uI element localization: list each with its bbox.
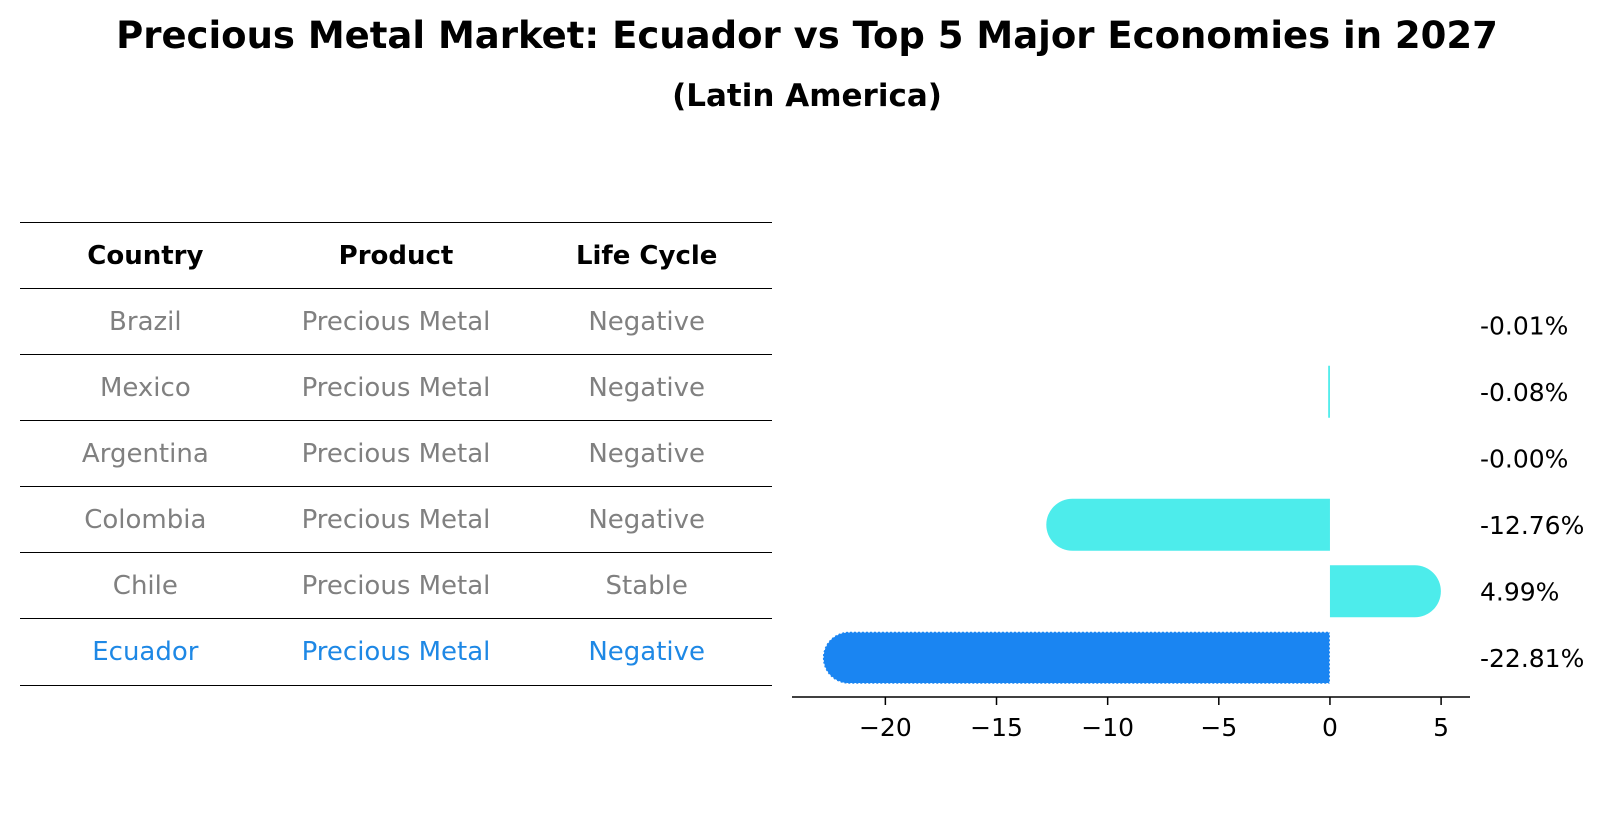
bar-mexico <box>1328 365 1330 418</box>
cell-product: Precious Metal <box>301 372 491 403</box>
header-country: Country <box>87 240 204 271</box>
table-row: Brazil Precious Metal Negative <box>20 288 772 354</box>
value-label: -0.08% <box>1480 378 1568 407</box>
bar-ecuador <box>822 631 1331 685</box>
cell-life-cycle: Negative <box>588 504 706 535</box>
chart-subtitle: (Latin America) <box>672 78 942 114</box>
cell-life-cycle: Negative <box>588 438 706 469</box>
cell-country: Mexico <box>99 372 191 403</box>
x-tick-label: −10 <box>1081 713 1134 742</box>
cell-country: Ecuador <box>92 636 199 667</box>
header-life-cycle: Life Cycle <box>575 240 718 271</box>
header-product: Product <box>338 240 454 271</box>
cell-country: Colombia <box>84 504 207 535</box>
value-label: -22.81% <box>1480 644 1584 673</box>
comparison-table: Country Product Life Cycle Brazil Precio… <box>20 222 772 686</box>
cell-product: Precious Metal <box>301 504 491 535</box>
cell-life-cycle: Stable <box>605 570 688 601</box>
cell-product: Precious Metal <box>301 306 491 337</box>
cell-product: Precious Metal <box>301 570 491 601</box>
table-row: Chile Precious Metal Stable <box>20 552 772 618</box>
bar-chile <box>1329 565 1441 618</box>
table-row: Colombia Precious Metal Negative <box>20 486 772 552</box>
x-tick-label: −15 <box>970 713 1023 742</box>
cell-country: Brazil <box>109 306 182 337</box>
cell-country: Chile <box>112 570 178 601</box>
cell-life-cycle: Negative <box>588 306 706 337</box>
cell-life-cycle: Negative <box>588 372 706 403</box>
chart-title: Precious Metal Market: Ecuador vs Top 5 … <box>116 14 1498 57</box>
x-tick-label: −5 <box>1200 713 1237 742</box>
value-label: -0.00% <box>1480 444 1568 473</box>
table-row: Mexico Precious Metal Negative <box>20 354 772 420</box>
cell-life-cycle: Negative <box>588 636 706 667</box>
cell-country: Argentina <box>81 438 209 469</box>
bar-colombia <box>1046 498 1330 551</box>
value-label: -12.76% <box>1480 511 1584 540</box>
table-row-highlighted: Ecuador Precious Metal Negative <box>20 618 772 686</box>
table-header-row: Country Product Life Cycle <box>20 222 772 288</box>
x-tick-label: 0 <box>1322 713 1338 742</box>
value-label: -0.01% <box>1480 311 1568 340</box>
table-row: Argentina Precious Metal Negative <box>20 420 772 486</box>
cell-product: Precious Metal <box>301 438 491 469</box>
x-tick-label: 5 <box>1433 713 1449 742</box>
value-label: 4.99% <box>1480 577 1559 606</box>
x-tick-label: −20 <box>859 713 912 742</box>
cell-product: Precious Metal <box>301 636 491 667</box>
